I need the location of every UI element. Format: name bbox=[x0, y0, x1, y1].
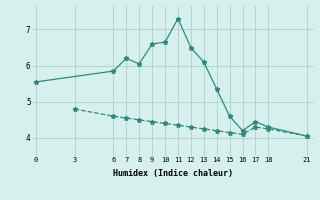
X-axis label: Humidex (Indice chaleur): Humidex (Indice chaleur) bbox=[113, 169, 233, 178]
